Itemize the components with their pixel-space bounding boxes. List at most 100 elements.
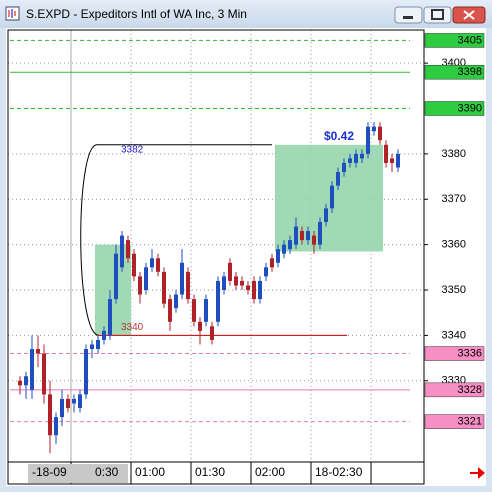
candle-body <box>108 299 112 336</box>
candle-body <box>210 326 214 340</box>
candle-body <box>318 221 322 245</box>
cursor-date: -18-09 <box>32 465 67 479</box>
candle-body <box>216 280 220 322</box>
maximize-button[interactable] <box>423 6 452 24</box>
cursor-readout <box>28 464 128 483</box>
candle-body <box>156 258 160 272</box>
candle-body <box>66 398 70 408</box>
y-tick-label: 3360 <box>442 239 466 251</box>
candle-body <box>42 353 46 395</box>
x-tick-label: 01:00 <box>135 465 165 479</box>
candle-body <box>324 208 328 222</box>
candle-body <box>360 153 364 159</box>
close-button[interactable] <box>452 6 486 24</box>
level-label: 3405 <box>458 34 482 46</box>
candle-body <box>60 398 64 418</box>
candle-body <box>252 280 256 300</box>
candle-body <box>174 294 178 309</box>
candle-body <box>306 231 310 241</box>
candle-body <box>102 330 106 340</box>
level-label-bg <box>424 382 485 398</box>
level-label-bg <box>424 64 485 80</box>
candle-body <box>84 349 88 395</box>
candle-body <box>354 153 358 163</box>
candle-body <box>144 267 148 291</box>
level-label-bg <box>424 33 485 48</box>
candle-body <box>300 231 304 241</box>
candle-body <box>222 276 226 291</box>
chart-background <box>6 28 486 486</box>
measure-low-label: 3340 <box>121 322 144 333</box>
measure-bracket <box>80 144 272 336</box>
plot-border <box>7 29 425 463</box>
candle-body <box>180 262 184 295</box>
candle-body <box>24 376 28 386</box>
candle-body <box>342 162 346 173</box>
candle-body <box>312 235 316 245</box>
candle-body <box>396 153 400 168</box>
candle-body <box>150 258 154 268</box>
y-tick-label: 3380 <box>442 148 466 160</box>
candle-body <box>258 280 262 300</box>
candle-body <box>330 185 334 209</box>
candle-body <box>168 299 172 322</box>
zone <box>275 144 383 252</box>
candle-body <box>72 398 76 404</box>
candle-body <box>384 144 388 163</box>
candle-body <box>198 321 202 331</box>
candle-body <box>246 285 250 291</box>
candle-body <box>36 349 40 354</box>
minimize-button[interactable] <box>394 6 423 24</box>
level-label: 3398 <box>458 66 482 78</box>
candle-body <box>294 226 298 245</box>
candle-body <box>96 339 100 350</box>
level-label-bg <box>424 101 485 116</box>
candle-body <box>114 253 118 300</box>
candle-body <box>18 380 22 386</box>
measure-change: $0.42 <box>324 129 354 143</box>
candle-body <box>282 244 286 254</box>
candle-body <box>54 417 58 436</box>
candle-body <box>192 299 196 322</box>
candle-body <box>48 394 52 436</box>
cursor-time: 0:30 <box>95 465 119 479</box>
candle-body <box>78 394 82 408</box>
candle-body <box>270 258 274 268</box>
candle-body <box>378 126 382 141</box>
x-tick-label: 02:00 <box>255 465 285 479</box>
candle-body <box>348 158 352 163</box>
candle-body <box>138 276 142 295</box>
window-title: S.EXPD - Expeditors Intl of WA Inc, 3 Mi… <box>26 7 247 21</box>
candle-body <box>390 158 394 163</box>
scroll-arrow[interactable] <box>470 467 485 479</box>
candle-body <box>132 253 136 277</box>
candle-body <box>234 276 238 286</box>
y-tick-label: 3370 <box>442 193 466 205</box>
candle-body <box>240 280 244 286</box>
candle-body <box>228 262 232 281</box>
zone <box>95 244 131 336</box>
candle-body <box>372 126 376 132</box>
candle-body <box>126 240 130 259</box>
candle-body <box>120 235 124 268</box>
level-label: 3321 <box>458 416 482 428</box>
level-label: 3336 <box>458 347 482 359</box>
candle-body <box>30 349 34 390</box>
level-label: 3328 <box>458 384 482 396</box>
candle-body <box>186 271 190 300</box>
y-tick-label: 3340 <box>442 329 466 341</box>
level-label-bg <box>424 414 485 429</box>
x-tick-label: 18-02:30 <box>315 465 363 479</box>
candle-body <box>276 249 280 263</box>
candle-body <box>366 126 370 154</box>
candle-body <box>162 271 166 304</box>
x-tick-label: 01:30 <box>195 465 225 479</box>
candle-body <box>264 267 268 277</box>
level-label-bg <box>424 346 485 361</box>
candle-body <box>90 344 94 350</box>
measure-high-label: 3382 <box>121 144 144 155</box>
candle-body <box>336 172 340 186</box>
candle-body <box>288 240 292 250</box>
